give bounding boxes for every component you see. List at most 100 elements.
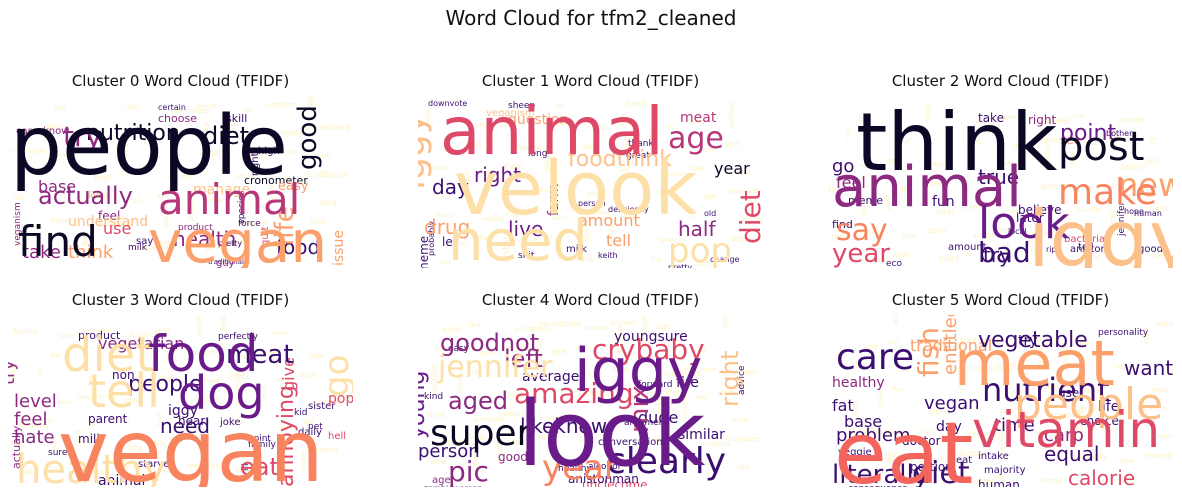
- filler-word: non: [238, 352, 253, 361]
- filler-word: fat: [855, 361, 866, 370]
- filler-word: see: [976, 119, 987, 126]
- filler-word: people: [8, 96, 10, 106]
- filler-word: look: [1070, 152, 1077, 165]
- word-crybaby: crybaby: [592, 333, 705, 366]
- filler-word: jennifer: [1117, 116, 1145, 124]
- filler-word: people: [162, 202, 170, 226]
- word-joke: joke: [219, 417, 240, 428]
- word-make: make: [1058, 172, 1157, 213]
- filler-word: age: [431, 457, 446, 466]
- filler-word: kind: [443, 325, 460, 334]
- word-product: product: [178, 223, 213, 233]
- filler-word: certain: [245, 154, 266, 161]
- word-diet: diet: [203, 122, 249, 150]
- filler-word: use: [864, 342, 878, 351]
- filler-word: iggy: [441, 146, 454, 153]
- word-know: know: [43, 126, 69, 137]
- filler-word: people: [195, 396, 219, 404]
- filler-word: try: [282, 176, 292, 184]
- filler-word: issue: [196, 101, 217, 110]
- filler-word: drug: [478, 168, 494, 176]
- word-literally: literally: [832, 460, 929, 487]
- filler-word: calorie: [895, 433, 915, 440]
- filler-word: jennifer: [689, 460, 713, 467]
- filler-word: base: [932, 455, 949, 463]
- filler-word: time: [1120, 458, 1134, 465]
- word-use: use: [1058, 386, 1079, 400]
- filler-word: literally: [1037, 344, 1045, 370]
- cluster-2-wordcloud: new go later aniston hope make true believe tell…: [828, 96, 1173, 268]
- filler-word: parent: [315, 446, 338, 454]
- filler-word: good: [1013, 141, 1030, 149]
- filler-word: issue: [26, 223, 42, 230]
- filler-word: nutrient: [1071, 405, 1103, 414]
- filler-word: youngsure: [499, 410, 536, 418]
- filler-word: product: [186, 190, 195, 221]
- filler-word: food: [75, 431, 83, 446]
- word-traditional: traditional: [208, 258, 244, 266]
- word-local: local: [1008, 227, 1027, 236]
- filler-word: downvote: [583, 209, 591, 243]
- filler-word: goodnot: [457, 368, 464, 393]
- word-people: people: [128, 372, 203, 397]
- filler-word: iggy: [424, 110, 431, 123]
- word-long: long: [528, 149, 547, 159]
- word-find: find: [832, 218, 853, 231]
- cluster-2-title: Cluster 2 Word Cloud (TFIDF): [891, 72, 1110, 90]
- word-forward: forward: [638, 380, 673, 390]
- filler-word: age: [721, 388, 734, 396]
- word-try: try: [8, 360, 19, 385]
- filler-word: sure: [235, 465, 252, 474]
- filler-word: right: [518, 237, 537, 246]
- filler-word: try: [1112, 182, 1122, 190]
- filler-word: old: [688, 207, 696, 218]
- filler-word: health: [123, 137, 130, 156]
- word-sure: sure: [48, 448, 68, 458]
- filler-word: right: [831, 232, 850, 241]
- filler-word: vegetarian: [195, 315, 203, 336]
- cluster-4-wordcloud: goodnot youngsure age kind jennifer goodnot yo…: [418, 315, 763, 487]
- filler-word: animal: [649, 127, 656, 148]
- filler-word: right: [506, 209, 525, 218]
- word-diet: diet: [62, 327, 154, 383]
- word-velook: velook: [454, 146, 697, 232]
- filler-word: starve: [53, 399, 72, 406]
- word-good: good: [498, 450, 528, 464]
- filler-word: go: [87, 374, 96, 382]
- word-perfectly: perfectly: [218, 332, 259, 342]
- filler-word: level: [263, 349, 278, 356]
- word-amount: amount: [578, 211, 640, 230]
- filler-word: point: [59, 333, 75, 340]
- word-vegan: vegan: [58, 402, 324, 487]
- filler-word: animal: [269, 443, 290, 450]
- filler-word: age: [576, 344, 587, 351]
- filler-word: vegan: [1040, 477, 1062, 485]
- filler-word: know: [202, 195, 224, 204]
- filler-word: goodnot: [655, 390, 664, 423]
- word-traditional: traditional: [910, 336, 992, 355]
- word-care: care: [836, 337, 914, 378]
- word-unclecome: unclecome: [582, 478, 648, 487]
- filler-word: amount: [1041, 182, 1072, 191]
- filler-word: annoying: [234, 369, 243, 406]
- word-meme: meme: [418, 236, 431, 268]
- word-healthy: healthy: [558, 464, 592, 474]
- filler-word: go: [887, 157, 896, 165]
- filler-word: new: [845, 128, 852, 140]
- word-diet: diet: [734, 190, 763, 244]
- filler-word: make: [1028, 233, 1037, 255]
- word-kind: kind: [424, 392, 443, 402]
- filler-word: use: [852, 474, 866, 483]
- filler-word: iggy: [300, 371, 315, 379]
- filler-word: jennifer: [624, 394, 652, 402]
- filler-word: age: [471, 369, 482, 376]
- word-pretty: pretty: [668, 263, 692, 268]
- word-dude: dude: [638, 408, 678, 427]
- word-post: post: [1058, 124, 1144, 170]
- word-animal: animal: [440, 96, 664, 170]
- filler-word: right: [1149, 204, 1168, 213]
- word-veganism: veganism: [486, 108, 535, 119]
- filler-word: bacteria: [868, 257, 893, 264]
- filler-word: youngsure: [514, 325, 551, 333]
- word-pop: pop: [328, 391, 353, 407]
